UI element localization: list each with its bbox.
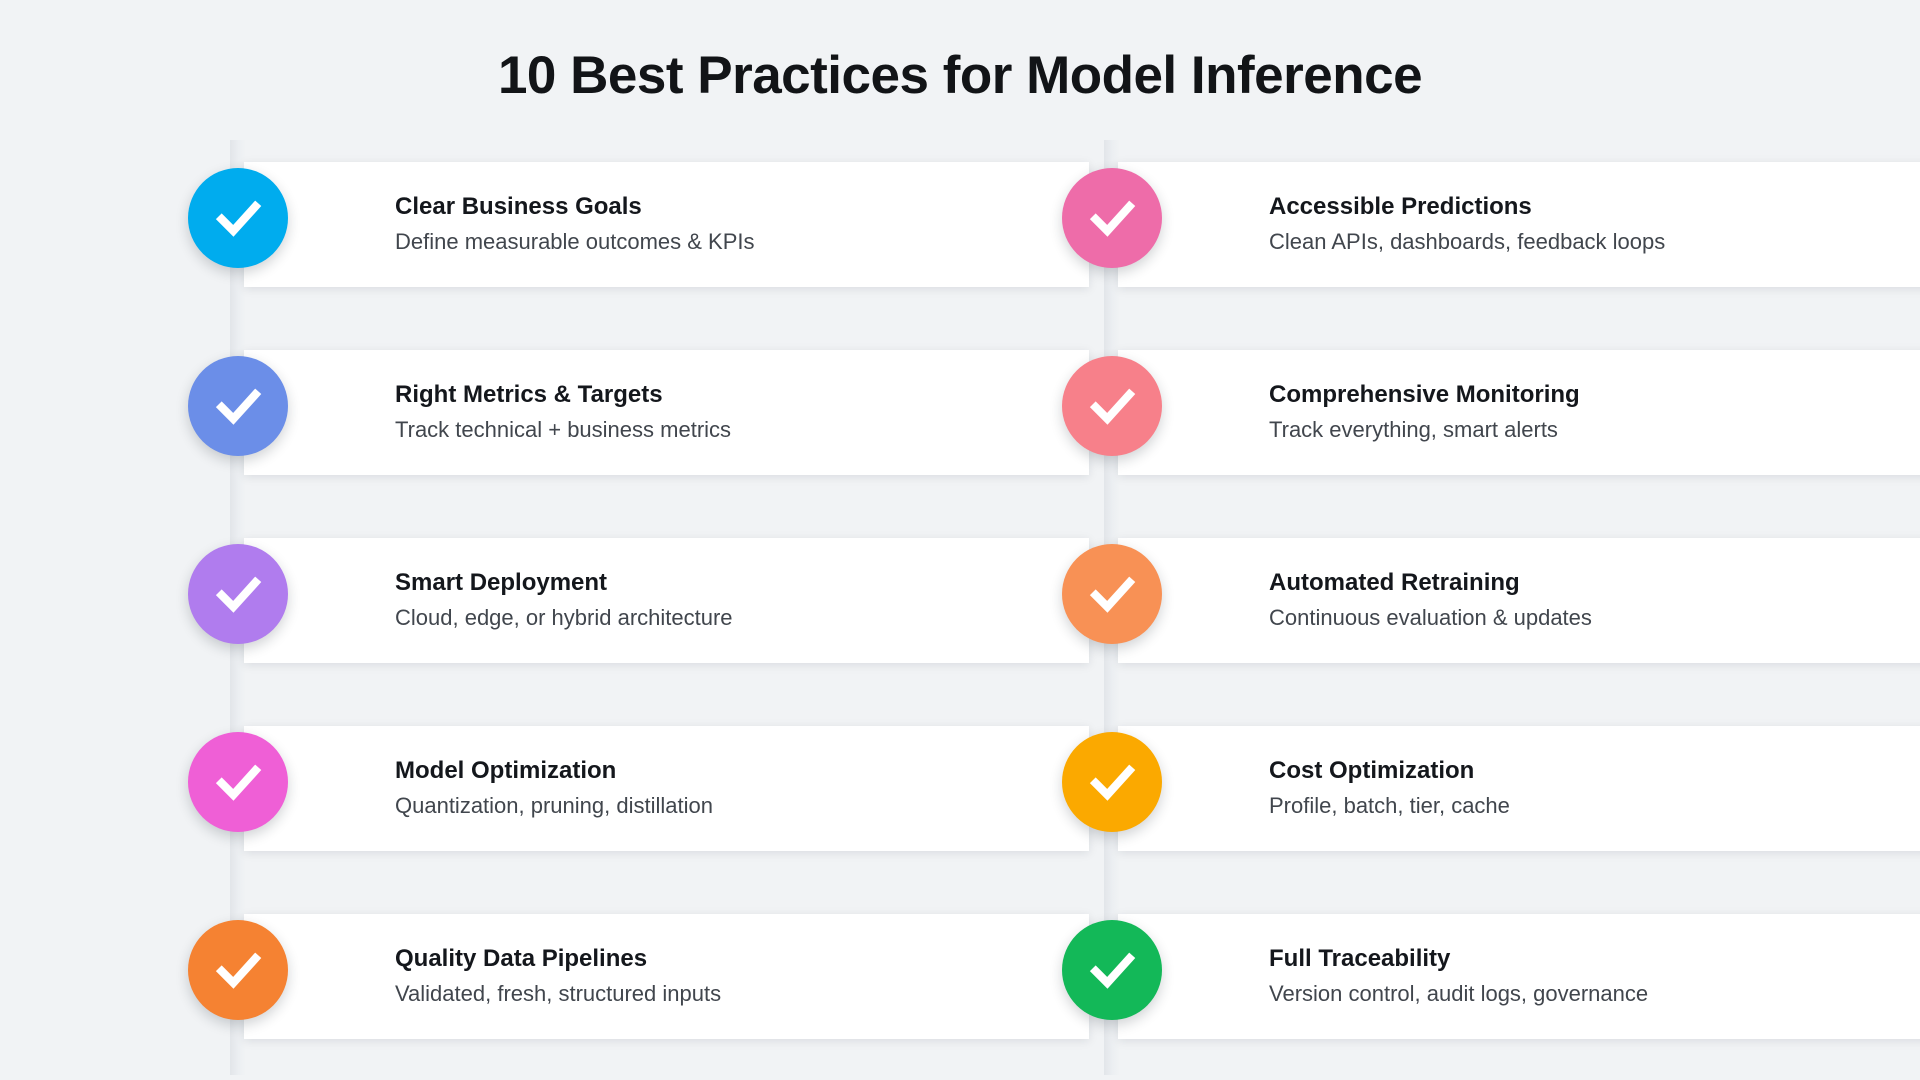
check-badge <box>188 920 288 1020</box>
check-badge <box>188 356 288 456</box>
check-icon <box>1089 576 1136 613</box>
check-icon <box>215 576 262 613</box>
check-badge <box>1062 356 1162 456</box>
practice-card[interactable]: Clear Business Goals Define measurable o… <box>244 162 1089 287</box>
check-icon <box>215 200 262 237</box>
list-item[interactable]: Full Traceability Version control, audit… <box>1056 892 1920 1050</box>
card-description: Track technical + business metrics <box>395 417 732 443</box>
practice-card[interactable]: Full Traceability Version control, audit… <box>1118 914 1920 1039</box>
check-icon <box>215 764 262 801</box>
card-title: Model Optimization <box>395 757 617 785</box>
card-title: Cost Optimization <box>1269 757 1475 785</box>
card-title: Accessible Predictions <box>1269 193 1532 221</box>
list-item[interactable]: Cost Optimization Profile, batch, tier, … <box>1056 704 1920 862</box>
practice-card[interactable]: Comprehensive Monitoring Track everythin… <box>1118 350 1920 475</box>
check-badge <box>1062 544 1162 644</box>
check-badge <box>188 168 288 268</box>
practice-card[interactable]: Accessible Predictions Clean APIs, dashb… <box>1118 162 1920 287</box>
check-icon <box>1089 764 1136 801</box>
practice-card[interactable]: Right Metrics & Targets Track technical … <box>244 350 1089 475</box>
check-icon <box>1089 200 1136 237</box>
card-description: Cloud, edge, or hybrid architecture <box>395 605 733 631</box>
left-column: Clear Business Goals Define measurable o… <box>182 140 1089 1080</box>
right-column: Accessible Predictions Clean APIs, dashb… <box>1056 140 1920 1080</box>
card-description: Clean APIs, dashboards, feedback loops <box>1269 229 1666 255</box>
check-badge <box>188 732 288 832</box>
list-item[interactable]: Automated Retraining Continuous evaluati… <box>1056 516 1920 674</box>
card-title: Right Metrics & Targets <box>395 381 663 409</box>
card-title: Quality Data Pipelines <box>395 945 648 973</box>
practice-card[interactable]: Smart Deployment Cloud, edge, or hybrid … <box>244 538 1089 663</box>
card-description: Continuous evaluation & updates <box>1269 605 1592 631</box>
check-badge <box>188 544 288 644</box>
practice-card[interactable]: Quality Data Pipelines Validated, fresh,… <box>244 914 1089 1039</box>
page-title: 10 Best Practices for Model Inference <box>497 46 1423 105</box>
check-icon <box>1089 952 1136 989</box>
check-icon <box>215 388 262 425</box>
card-description: Define measurable outcomes & KPIs <box>395 229 755 255</box>
card-description: Profile, batch, tier, cache <box>1269 793 1510 819</box>
list-item[interactable]: Right Metrics & Targets Track technical … <box>182 328 1089 486</box>
check-badge <box>1062 732 1162 832</box>
list-item[interactable]: Model Optimization Quantization, pruning… <box>182 704 1089 862</box>
list-item[interactable]: Smart Deployment Cloud, edge, or hybrid … <box>182 516 1089 674</box>
card-title: Full Traceability <box>1269 945 1451 973</box>
list-item[interactable]: Quality Data Pipelines Validated, fresh,… <box>182 892 1089 1050</box>
practice-card[interactable]: Model Optimization Quantization, pruning… <box>244 726 1089 851</box>
practice-card[interactable]: Cost Optimization Profile, batch, tier, … <box>1118 726 1920 851</box>
list-item[interactable]: Comprehensive Monitoring Track everythin… <box>1056 328 1920 486</box>
list-item[interactable]: Clear Business Goals Define measurable o… <box>182 140 1089 298</box>
check-badge <box>1062 168 1162 268</box>
card-title: Automated Retraining <box>1269 569 1520 597</box>
list-item[interactable]: Accessible Predictions Clean APIs, dashb… <box>1056 140 1920 298</box>
card-description: Quantization, pruning, distillation <box>395 793 713 819</box>
card-title: Clear Business Goals <box>395 193 642 221</box>
card-title: Smart Deployment <box>395 569 608 597</box>
card-description: Validated, fresh, structured inputs <box>395 981 722 1007</box>
card-description: Track everything, smart alerts <box>1269 417 1558 443</box>
check-icon <box>215 952 262 989</box>
card-title: Comprehensive Monitoring <box>1269 381 1580 409</box>
card-description: Version control, audit logs, governance <box>1269 981 1649 1007</box>
practice-card[interactable]: Automated Retraining Continuous evaluati… <box>1118 538 1920 663</box>
check-icon <box>1089 388 1136 425</box>
columns-container: Clear Business Goals Define measurable o… <box>0 140 1920 1080</box>
check-badge <box>1062 920 1162 1020</box>
